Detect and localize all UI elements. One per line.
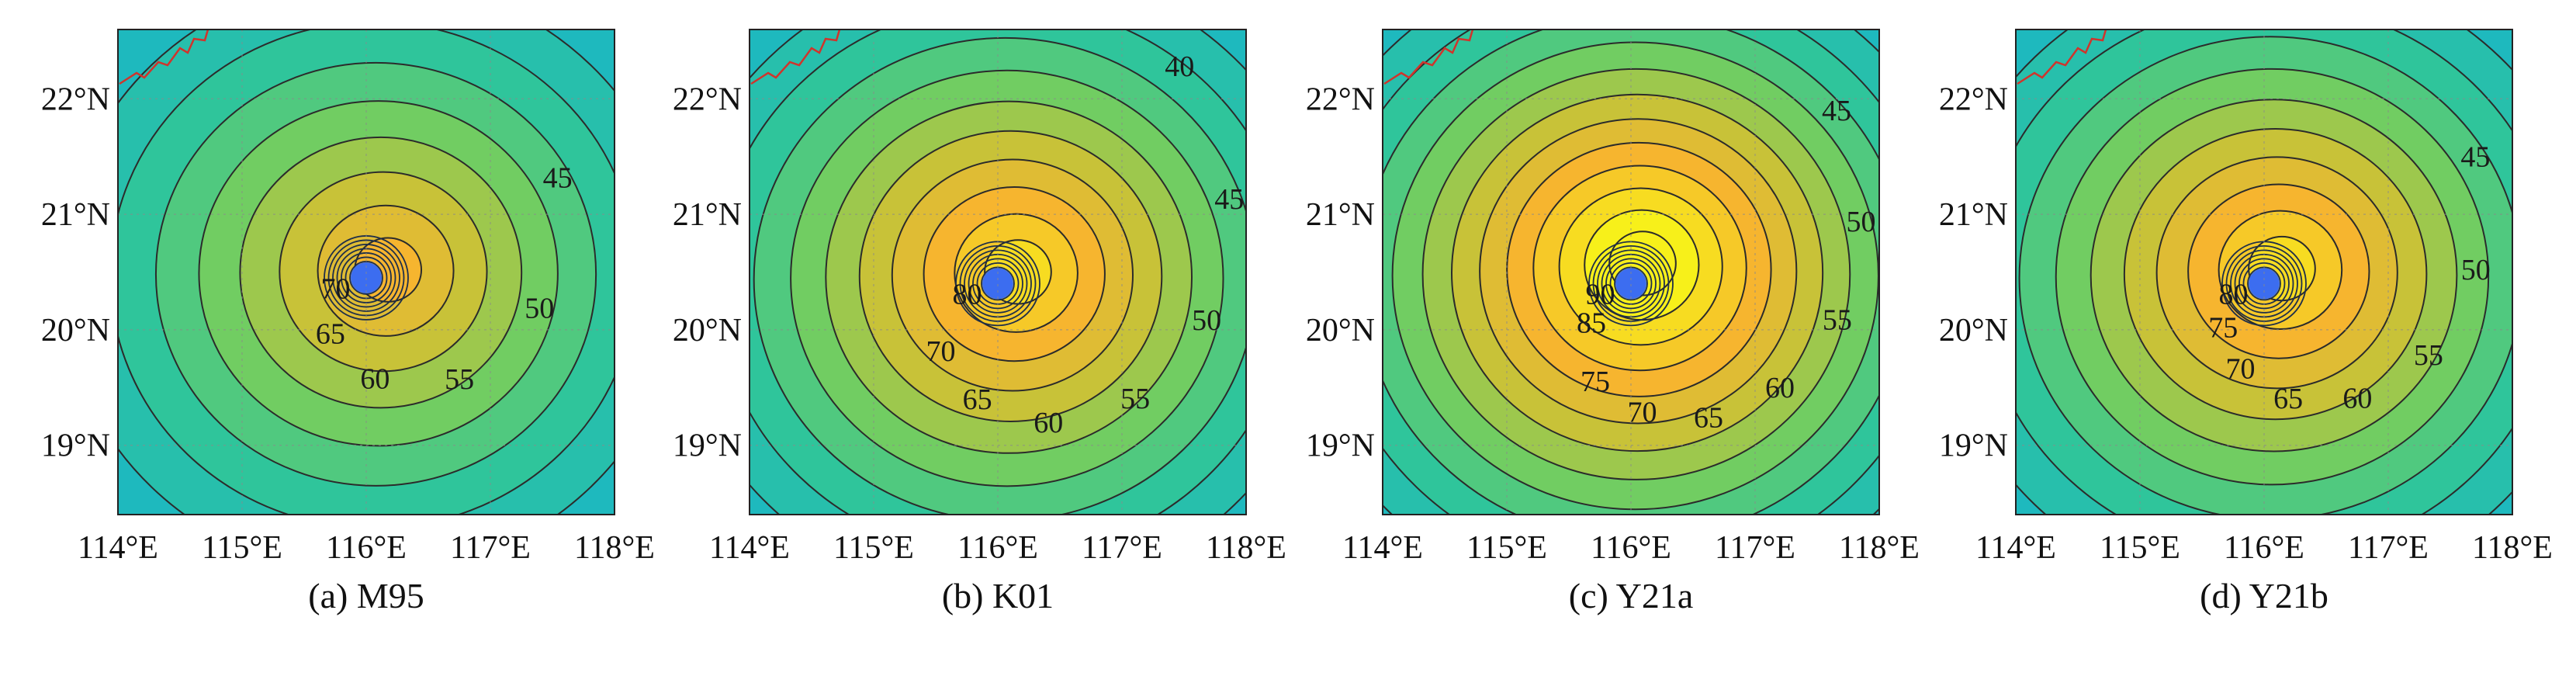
x-tick-label: 117°E <box>2348 530 2429 566</box>
y-tick-label: 21°N <box>1939 197 2008 233</box>
plot-frame <box>1382 29 1880 515</box>
contour-label: 75 <box>1581 366 1610 398</box>
x-tick-label: 117°E <box>1082 530 1162 566</box>
contour-label: 55 <box>2414 339 2443 372</box>
y-tick-label: 20°N <box>673 313 742 348</box>
contour-label: 60 <box>360 362 390 395</box>
contour-label: 75 <box>2208 311 2238 344</box>
panel-caption: (b) K01 <box>942 576 1054 615</box>
x-tick-label: 114°E <box>1342 530 1423 566</box>
plot-frame <box>117 29 615 515</box>
x-tick-label: 118°E <box>1206 530 1286 566</box>
panel-caption: (a) M95 <box>308 576 424 615</box>
x-tick-label: 115°E <box>833 530 914 566</box>
contour-label: 70 <box>926 335 955 368</box>
contour-label: 45 <box>1214 183 1244 216</box>
y-tick-label: 21°N <box>1306 197 1375 233</box>
x-tick-label: 116°E <box>1591 530 1671 566</box>
x-tick-label: 118°E <box>574 530 655 566</box>
y-tick-label: 20°N <box>1939 313 2008 348</box>
contour-label: 55 <box>1120 383 1150 415</box>
contour-label: 80 <box>953 279 982 311</box>
eye-contour <box>2238 258 2290 310</box>
contour-label: 85 <box>1577 307 1606 339</box>
coastline <box>119 29 209 85</box>
coastline <box>1383 29 1474 85</box>
panel-caption: (c) Y21a <box>1569 576 1693 615</box>
contour-label: 65 <box>963 383 992 416</box>
x-tick-label: 115°E <box>1466 530 1547 566</box>
plot-frame <box>2015 29 2513 515</box>
contour-label: 90 <box>1586 279 1615 311</box>
x-tick-label: 116°E <box>957 530 1038 566</box>
x-tick-label: 118°E <box>1839 530 1920 566</box>
x-tick-label: 114°E <box>1975 530 2056 566</box>
eye-core <box>2249 268 2280 300</box>
contour-label: 55 <box>445 363 474 396</box>
contour-label: 45 <box>543 162 573 195</box>
y-tick-label: 19°N <box>1939 428 2008 464</box>
eye-contour <box>2225 244 2303 322</box>
contour-label: 50 <box>2461 254 2491 286</box>
y-tick-label: 22°N <box>673 81 742 117</box>
x-tick-label: 117°E <box>1715 530 1795 566</box>
x-tick-label: 115°E <box>202 530 282 566</box>
contour-label: 65 <box>316 317 345 350</box>
eye-core <box>1615 268 1646 300</box>
y-tick-label: 19°N <box>41 428 110 464</box>
x-tick-label: 114°E <box>78 530 158 566</box>
x-tick-label: 116°E <box>326 530 407 566</box>
coastline <box>2017 29 2107 85</box>
eye-contour <box>341 252 392 303</box>
eye-contour <box>959 244 1037 322</box>
contour-label: 70 <box>2226 353 2256 386</box>
contour-label: 60 <box>2342 383 2372 415</box>
contour-label: 80 <box>2219 279 2249 311</box>
contour-label: 45 <box>1822 95 1851 127</box>
contour-label: 55 <box>1823 303 1852 336</box>
y-tick-label: 20°N <box>41 313 110 348</box>
contour-label: 70 <box>1628 397 1657 429</box>
eye-contour <box>1592 244 1670 322</box>
y-tick-label: 22°N <box>1939 81 2008 117</box>
contour-label: 65 <box>1694 402 1723 435</box>
eye-core <box>982 268 1013 300</box>
x-tick-label: 116°E <box>2224 530 2304 566</box>
contour-label: 50 <box>525 292 554 324</box>
x-tick-label: 114°E <box>709 530 790 566</box>
plot-frame <box>749 29 1247 515</box>
y-tick-label: 19°N <box>1306 428 1375 464</box>
y-tick-label: 22°N <box>1306 81 1375 117</box>
x-tick-label: 115°E <box>2100 530 2180 566</box>
y-tick-label: 22°N <box>41 81 110 117</box>
contour-label: 50 <box>1847 206 1876 238</box>
x-tick-label: 117°E <box>450 530 531 566</box>
contour-label: 45 <box>2460 140 2490 173</box>
y-tick-label: 19°N <box>673 428 742 464</box>
y-tick-label: 21°N <box>673 197 742 233</box>
contour-label: 60 <box>1034 407 1063 439</box>
x-tick-label: 118°E <box>2472 530 2553 566</box>
y-tick-label: 21°N <box>41 197 110 233</box>
y-tick-label: 20°N <box>1306 313 1375 348</box>
coastline <box>750 29 841 85</box>
eye-core <box>351 262 382 293</box>
eye-contour <box>972 258 1023 310</box>
contour-label: 65 <box>2273 383 2303 415</box>
contour-label: 60 <box>1765 372 1795 404</box>
eye-contour <box>1605 258 1657 310</box>
panel-0: 70 65 60 55 50 45 19°N 20°N 21°N 22°N 114°E 115°E 11… <box>41 29 655 615</box>
contour-label: 50 <box>1192 304 1221 337</box>
contour-label: 40 <box>1165 50 1194 83</box>
contour-label: 70 <box>321 272 351 305</box>
panel-caption: (d) Y21b <box>2200 576 2328 615</box>
